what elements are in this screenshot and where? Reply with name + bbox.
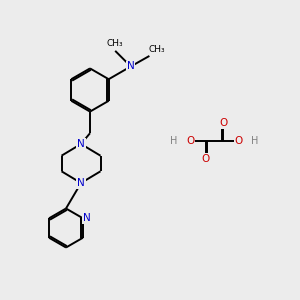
Text: N: N	[77, 139, 85, 149]
Text: O: O	[201, 154, 210, 164]
Text: N: N	[83, 213, 91, 223]
Text: O: O	[219, 118, 228, 128]
Text: O: O	[186, 136, 195, 146]
Text: H: H	[170, 136, 178, 146]
Text: O: O	[234, 136, 243, 146]
Text: N: N	[127, 61, 135, 71]
Text: N: N	[77, 178, 85, 188]
Text: H: H	[251, 136, 259, 146]
Text: CH₃: CH₃	[148, 45, 165, 55]
Text: CH₃: CH₃	[107, 39, 124, 48]
